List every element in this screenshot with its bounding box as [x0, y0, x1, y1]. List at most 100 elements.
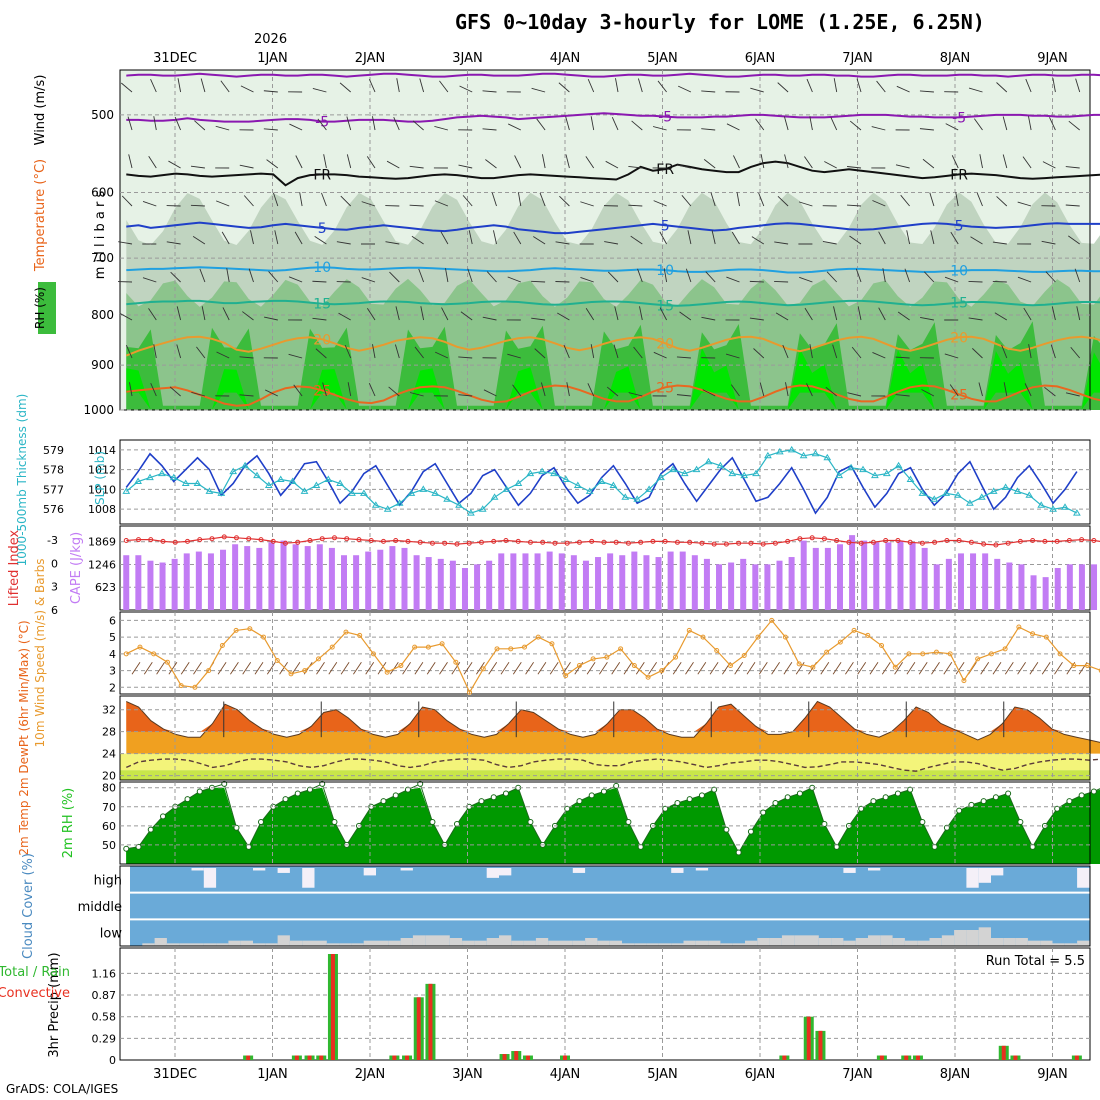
wind-barb: [1065, 392, 1080, 397]
wind-barb: [513, 231, 522, 245]
cloud-background: [130, 866, 1090, 946]
wind-barb: [897, 311, 910, 321]
isotherm-label: -5: [952, 110, 966, 126]
wind-barb: [871, 126, 886, 131]
cloud-low-bar: [228, 940, 241, 946]
wind-barb: [809, 116, 813, 131]
wind-barb: [389, 271, 400, 283]
cape-bar: [691, 555, 698, 610]
wind-barb: [996, 82, 1008, 93]
thickness-marker: [1025, 491, 1034, 498]
wind-barb: [317, 118, 327, 131]
wind-barb: [1052, 78, 1056, 93]
cape-bar: [498, 553, 505, 610]
cloud-high-bar: [868, 868, 881, 871]
wind-barb: [919, 128, 934, 131]
precip-conv-bar: [307, 1055, 312, 1060]
thickness-marker: [1049, 505, 1057, 512]
cape-bar: [909, 542, 916, 610]
wind-barb: [751, 236, 765, 245]
wind-barb: [242, 661, 252, 675]
wind-barb: [555, 241, 570, 245]
precip-conv-bar: [514, 1051, 519, 1060]
y-tick-label: 0.87: [92, 989, 117, 1002]
cloud-high-bar: [572, 868, 586, 873]
cape-bar: [1006, 562, 1013, 610]
wind-barb: [976, 192, 983, 207]
wind-speed-marker: [521, 644, 527, 650]
wind-barb: [972, 348, 983, 359]
wind-barb: [631, 120, 643, 131]
cape-bar: [836, 544, 843, 610]
cloud-low-bar: [351, 943, 364, 946]
wind-barb: [143, 661, 153, 675]
wind-barb: [312, 317, 327, 321]
wind-barb: [878, 231, 886, 245]
cloud-low-bar: [1027, 940, 1041, 946]
cloud-low-bar: [400, 938, 413, 946]
lifted-index-marker: [282, 540, 288, 546]
wind-barb: [439, 661, 448, 675]
wind-speed-marker: [439, 641, 445, 647]
x-tick-label-bottom: 7JAN: [842, 1067, 873, 1082]
wind-speed-marker: [467, 689, 473, 695]
lifted-index-marker: [1079, 537, 1085, 543]
wind-barb: [458, 164, 473, 169]
wind-barb: [921, 389, 935, 397]
cloud-low-bar: [745, 940, 758, 946]
cloud-low-bar: [253, 943, 266, 946]
thickness-marker: [764, 451, 772, 459]
cloud-low-bar: [671, 943, 684, 946]
thickness-marker: [811, 449, 820, 457]
thickness-marker: [300, 487, 309, 494]
cloud-high-bar: [400, 868, 413, 871]
wind-barb: [635, 661, 645, 675]
wind-barb: [1075, 78, 1081, 93]
cloud-low-bar: [523, 940, 536, 946]
rh-marker: [306, 786, 313, 793]
wind-speed-marker: [425, 644, 431, 650]
lifted-index-marker: [1017, 538, 1023, 544]
page-title: GFS 0~10day 3-hourly for LOME (1.25E, 6.…: [455, 10, 985, 34]
wind-barb: [895, 356, 910, 359]
rh-marker: [319, 780, 326, 787]
lifted-index-marker: [699, 540, 705, 546]
cape-bar: [486, 560, 493, 610]
precip-conv-bar: [502, 1054, 507, 1060]
rh-marker: [294, 790, 301, 797]
wind-barb: [221, 231, 230, 245]
wind-speed-marker: [782, 634, 788, 640]
y-tick-label: 500: [91, 108, 114, 122]
lifted-index-marker: [736, 540, 742, 546]
cloud-low-bar: [634, 943, 647, 946]
cloud-low-bar: [166, 943, 180, 946]
wind-barb: [230, 661, 239, 675]
cloud-low-bar: [1077, 940, 1090, 946]
x-tick-label-bottom: 1JAN: [257, 1067, 288, 1082]
thickness-marker: [217, 489, 226, 496]
lifted-index-marker: [834, 538, 840, 543]
y-tick-label-left: 6: [51, 604, 58, 617]
x-tick-label-bottom: 4JAN: [550, 1067, 581, 1082]
precip-conv-bar: [782, 1055, 787, 1060]
wind-speed-marker: [151, 651, 157, 657]
cape-bar: [207, 553, 214, 610]
wind-barb: [1054, 661, 1063, 675]
wind-speed-marker: [988, 651, 994, 657]
wind-barb: [129, 382, 133, 397]
y-tick-label: 50: [102, 839, 116, 852]
wind-barb: [323, 154, 327, 169]
rh-marker: [576, 798, 583, 805]
wind-barb: [980, 661, 990, 675]
isotherm-label: 5: [318, 221, 327, 237]
wind-barb: [881, 661, 891, 675]
rh-marker: [698, 792, 705, 799]
cloud-low-bar: [203, 943, 217, 946]
wind-barb: [411, 235, 424, 245]
y-tick-label: 1014: [88, 444, 116, 457]
cloud-low-bar: [966, 930, 979, 946]
legend-wind: Wind (m/s): [33, 75, 48, 146]
wind-speed-marker: [851, 627, 857, 633]
lifted-index-marker: [797, 536, 803, 542]
wind-barb: [264, 316, 278, 321]
